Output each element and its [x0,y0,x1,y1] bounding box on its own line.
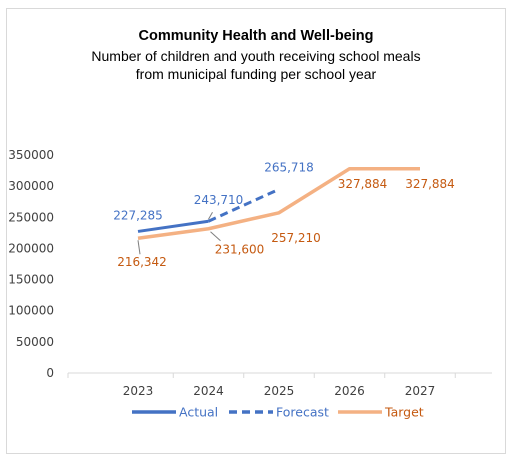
x-tick-label: 2027 [405,384,436,398]
x-tick-label: 2024 [193,384,224,398]
data-label-target-2023: 216,342 [117,255,167,269]
data-label-target-2025: 257,210 [271,231,321,245]
legend-label-forecast: Forecast [276,405,329,420]
chart-title: Community Health and Well-being [138,28,374,44]
x-tick-label: 2023 [123,384,154,398]
chart-subtitle-line-2: from municipal funding per school year [135,66,377,82]
y-tick-label: 350000 [8,148,54,162]
y-tick-label: 50000 [16,335,54,349]
chart-frame [6,8,506,454]
y-tick-label: 100000 [8,304,54,318]
y-tick-label: 200000 [8,241,54,255]
data-label-actual-2023: 227,285 [113,208,163,222]
leader-line [137,240,141,255]
chart-subtitle: Number of children and youth receiving s… [30,47,482,83]
y-tick-label: 0 [46,366,54,380]
legend-label-target: Target [384,405,424,420]
x-tick-label: 2025 [264,384,295,398]
legend-label-actual: Actual [179,405,218,420]
leader-line [210,231,221,242]
data-label-target-2027: 327,884 [405,177,455,191]
series-line-target [137,167,420,240]
y-tick-label: 150000 [8,273,54,287]
x-tick-label: 2026 [334,384,365,398]
data-label-target-2026: 327,884 [338,177,388,191]
chart-subtitle-line-1: Number of children and youth receiving s… [91,48,421,64]
data-label-forecast-2025: 265,718 [264,160,314,174]
data-label-actual-2024: 243,710 [194,193,244,207]
leader-line [208,211,213,220]
data-label-target-2024: 231,600 [215,243,265,257]
y-tick-label: 250000 [8,210,54,224]
y-tick-label: 300000 [8,179,54,193]
series-line-actual [137,219,209,233]
